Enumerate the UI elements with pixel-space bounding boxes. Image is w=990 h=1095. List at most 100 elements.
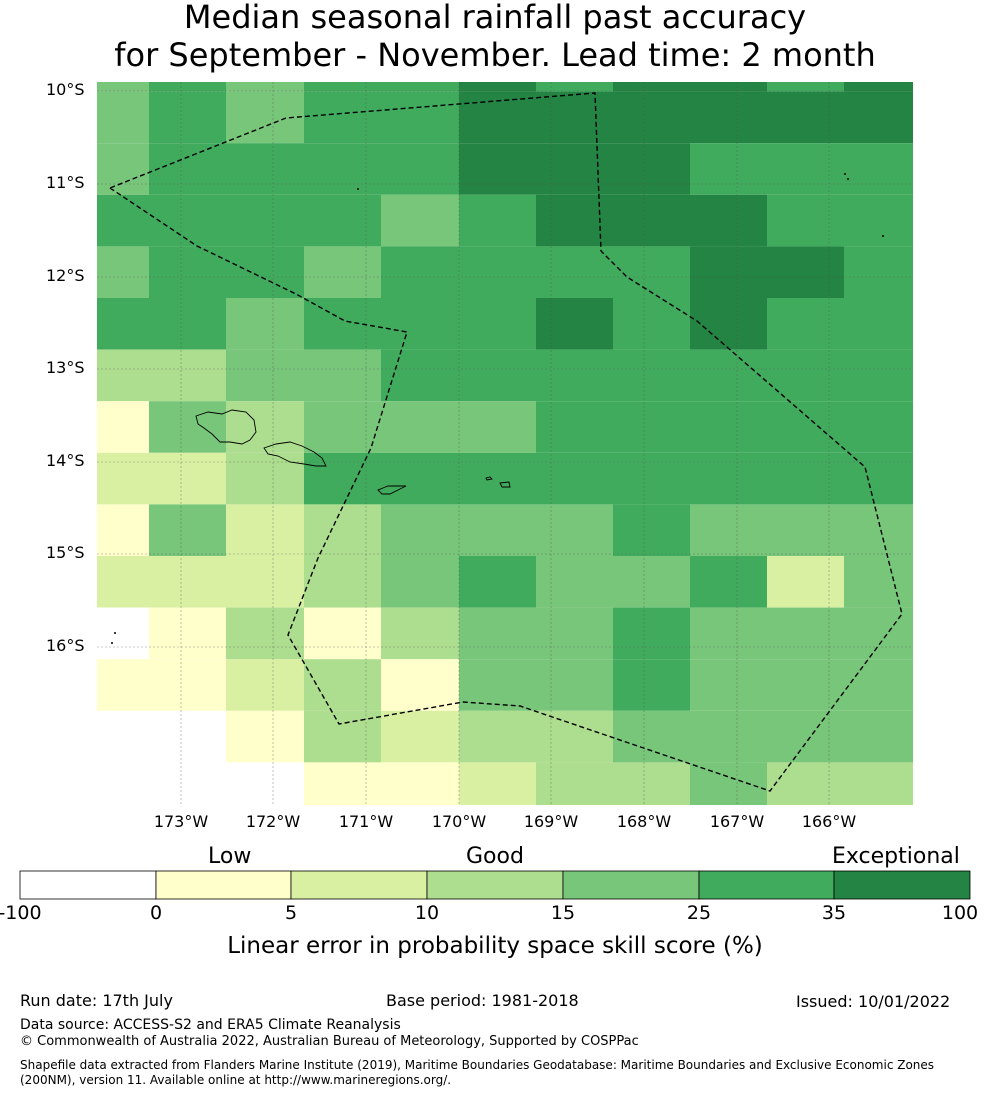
skill-cell xyxy=(149,710,226,763)
skill-cell xyxy=(459,556,536,608)
islands xyxy=(111,173,884,644)
skill-cell xyxy=(613,762,690,805)
lat-label: 10°S xyxy=(46,80,85,99)
lat-label: 15°S xyxy=(46,543,85,562)
lon-label: 171°W xyxy=(338,812,394,831)
skill-cell xyxy=(226,659,304,711)
skill-cell xyxy=(381,143,459,195)
lon-label: 167°W xyxy=(709,812,765,831)
skill-cell xyxy=(613,710,690,763)
skill-cell xyxy=(613,298,690,350)
lat-label: 11°S xyxy=(46,173,85,192)
skill-cell xyxy=(149,298,226,350)
manua-island-2 xyxy=(499,481,511,488)
skill-cell xyxy=(767,607,844,660)
skill-cell xyxy=(381,298,459,350)
skill-cell xyxy=(613,349,690,402)
colorbar-tick: 35 xyxy=(821,902,847,924)
tutuila-island xyxy=(377,485,407,495)
skill-cell xyxy=(767,143,844,195)
skill-cell xyxy=(767,82,844,92)
skill-cell xyxy=(613,607,690,660)
skill-cell xyxy=(536,143,613,195)
skill-cell xyxy=(536,246,613,298)
skill-cell xyxy=(459,349,536,402)
skill-cell xyxy=(304,82,381,92)
skill-cell xyxy=(459,143,536,195)
skill-cell xyxy=(844,607,913,660)
skill-cell xyxy=(304,659,381,711)
skill-cell xyxy=(381,607,459,660)
skill-cell xyxy=(690,710,767,763)
skill-cell xyxy=(304,298,381,350)
skill-cell xyxy=(459,298,536,350)
skill-cell xyxy=(536,82,613,92)
skill-cell xyxy=(149,556,226,608)
skill-cell xyxy=(690,401,767,453)
skill-cell xyxy=(613,246,690,298)
islet xyxy=(844,173,846,175)
islet xyxy=(111,642,113,644)
skill-cell xyxy=(767,659,844,711)
colorbar-swatch xyxy=(19,870,157,900)
skill-cell xyxy=(97,659,149,711)
skill-cell xyxy=(690,452,767,505)
issued-date: Issued: 10/01/2022 xyxy=(796,992,951,1011)
skill-cell xyxy=(97,762,149,805)
colorbar-tick: 10 xyxy=(414,902,440,924)
skill-cell xyxy=(459,401,536,453)
skill-cell xyxy=(381,349,459,402)
skill-cell xyxy=(226,298,304,350)
skill-cell xyxy=(844,91,913,144)
skill-cell xyxy=(459,762,536,805)
shapefile-credit-line-1: Shapefile data extracted from Flanders M… xyxy=(20,1058,935,1072)
manua-island-1 xyxy=(485,476,493,481)
skill-cell xyxy=(226,401,304,453)
skill-cell xyxy=(149,659,226,711)
skill-cell xyxy=(536,710,613,763)
skill-cell xyxy=(381,82,459,92)
skill-cell xyxy=(97,82,149,92)
skill-cell xyxy=(304,143,381,195)
skill-cell xyxy=(690,607,767,660)
skill-cell xyxy=(226,349,304,402)
shapefile-credit-line-2: (200NM), version 11. Available online at… xyxy=(20,1073,452,1087)
colorbar-category-exceptional: Exceptional xyxy=(832,844,960,869)
skill-cell xyxy=(459,246,536,298)
skill-cell xyxy=(149,762,226,805)
skill-cell xyxy=(149,607,226,660)
skill-cell xyxy=(381,246,459,298)
skill-cell xyxy=(613,401,690,453)
skill-cell xyxy=(459,710,536,763)
skill-grid xyxy=(97,82,913,805)
colorbar xyxy=(19,870,971,900)
skill-cell xyxy=(844,762,913,805)
skill-cell xyxy=(844,659,913,711)
skill-cell xyxy=(613,194,690,247)
colorbar-tick: 15 xyxy=(550,902,576,924)
skill-cell xyxy=(304,607,381,660)
skill-cell xyxy=(304,452,381,505)
skill-cell xyxy=(97,194,149,247)
skill-cell xyxy=(767,298,844,350)
colorbar-swatch xyxy=(698,870,835,900)
skill-cell xyxy=(381,556,459,608)
skill-cell xyxy=(149,246,226,298)
skill-cell xyxy=(381,452,459,505)
colorbar-swatch xyxy=(562,870,700,900)
skill-cell xyxy=(613,82,690,92)
skill-cell xyxy=(226,194,304,247)
lat-label: 12°S xyxy=(46,266,85,285)
lat-label: 14°S xyxy=(46,451,85,470)
skill-cell xyxy=(149,143,226,195)
skill-cell xyxy=(767,246,844,298)
colorbar-tick: 5 xyxy=(284,902,298,924)
skill-cell xyxy=(844,504,913,556)
skill-cell xyxy=(459,82,536,92)
skill-cell xyxy=(690,504,767,556)
skill-cell xyxy=(767,401,844,453)
colorbar-swatch xyxy=(155,870,292,900)
base-period: Base period: 1981-2018 xyxy=(386,991,579,1010)
skill-cell xyxy=(844,710,913,763)
